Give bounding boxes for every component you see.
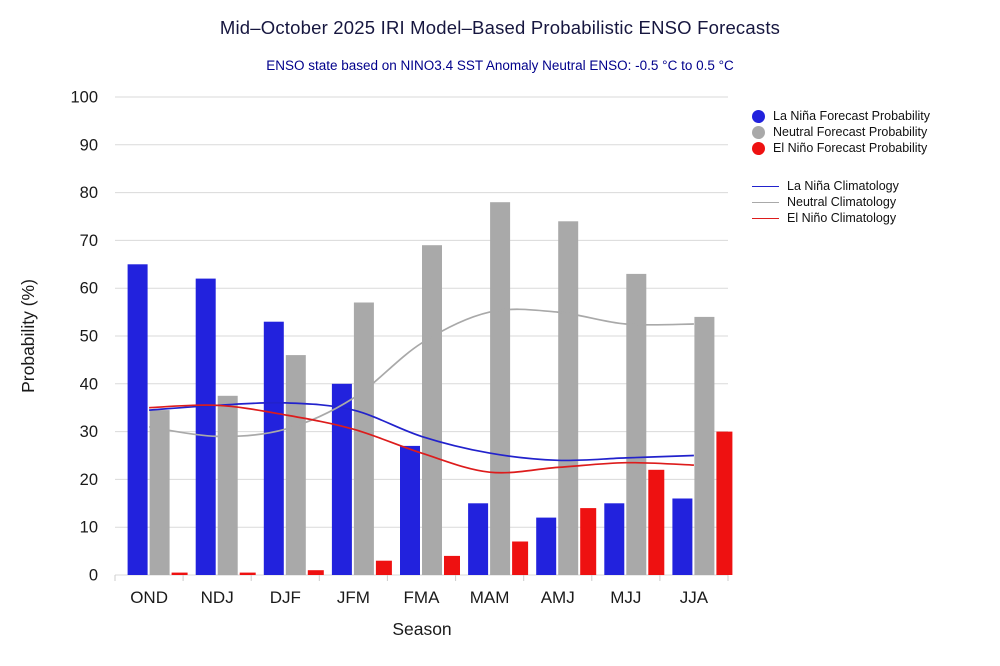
svg-text:AMJ: AMJ (541, 588, 575, 607)
la-nina-forecast-dot-icon (752, 109, 765, 123)
neutral-bars (149, 202, 715, 576)
legend-label: La Niña Forecast Probability (773, 109, 931, 123)
chart-legend: La Niña Forecast Probability Neutral Fore… (752, 108, 996, 226)
y-axis-title: Probability (%) (18, 279, 38, 393)
svg-text:FMA: FMA (404, 588, 441, 607)
chart-subtitle: ENSO state based on NINO3.4 SST Anomaly … (266, 58, 734, 73)
legend-item-la-nina-forecast: La Niña Forecast Probability (752, 108, 996, 124)
svg-text:50: 50 (80, 328, 98, 346)
svg-text:NDJ: NDJ (201, 588, 234, 607)
legend-label: Neutral Climatology (787, 195, 897, 209)
neutral-forecast-dot-icon (752, 125, 765, 139)
svg-text:0: 0 (89, 567, 98, 585)
legend-item-el-nino-climatology: El Niño Climatology (752, 210, 996, 226)
svg-text:20: 20 (80, 471, 98, 489)
legend-spacer (752, 156, 996, 178)
svg-text:40: 40 (80, 375, 98, 393)
x-tick-labels: OND NDJ DJF JFM FMA MAM AMJ MJJ JJA (130, 588, 709, 607)
el-nino-bars (171, 431, 733, 575)
svg-text:10: 10 (80, 519, 98, 537)
chart-title: Mid–October 2025 IRI Model–Based Probabi… (219, 17, 781, 38)
svg-text:DJF: DJF (270, 588, 301, 607)
svg-text:MJJ: MJJ (610, 588, 641, 607)
svg-text:30: 30 (80, 423, 98, 441)
legend-label: Neutral Forecast Probability (773, 125, 928, 139)
y-gridlines (115, 96, 728, 576)
la-nina-climatology-line (149, 401, 694, 462)
svg-text:60: 60 (80, 280, 98, 298)
svg-text:70: 70 (80, 232, 98, 250)
legend-label: El Niño Climatology (787, 211, 897, 225)
legend-label: El Niño Forecast Probability (773, 141, 928, 155)
x-axis-title: Season (392, 619, 451, 639)
neutral-climatology-line-icon (752, 201, 779, 203)
svg-text:JJA: JJA (680, 588, 709, 607)
legend-item-neutral-forecast: Neutral Forecast Probability (752, 124, 996, 140)
svg-text:90: 90 (80, 136, 98, 154)
y-tick-labels: 0 10 20 30 40 50 60 70 80 90 100 (70, 89, 98, 585)
el-nino-climatology-line (149, 404, 694, 474)
la-nina-bars (127, 264, 693, 575)
x-tick-marks (114, 575, 729, 581)
neutral-climatology-line (148, 308, 694, 438)
legend-item-el-nino-forecast: El Niño Forecast Probability (752, 140, 996, 156)
legend-label: La Niña Climatology (787, 179, 899, 193)
svg-text:100: 100 (70, 89, 98, 107)
el-nino-forecast-dot-icon (752, 141, 765, 155)
legend-item-la-nina-climatology: La Niña Climatology (752, 178, 996, 194)
legend-item-neutral-climatology: Neutral Climatology (752, 194, 996, 210)
el-nino-climatology-line-icon (752, 217, 779, 219)
la-nina-climatology-line-icon (752, 185, 779, 187)
svg-text:MAM: MAM (470, 588, 510, 607)
svg-text:JFM: JFM (337, 588, 370, 607)
svg-text:80: 80 (80, 184, 98, 202)
svg-text:OND: OND (130, 588, 168, 607)
